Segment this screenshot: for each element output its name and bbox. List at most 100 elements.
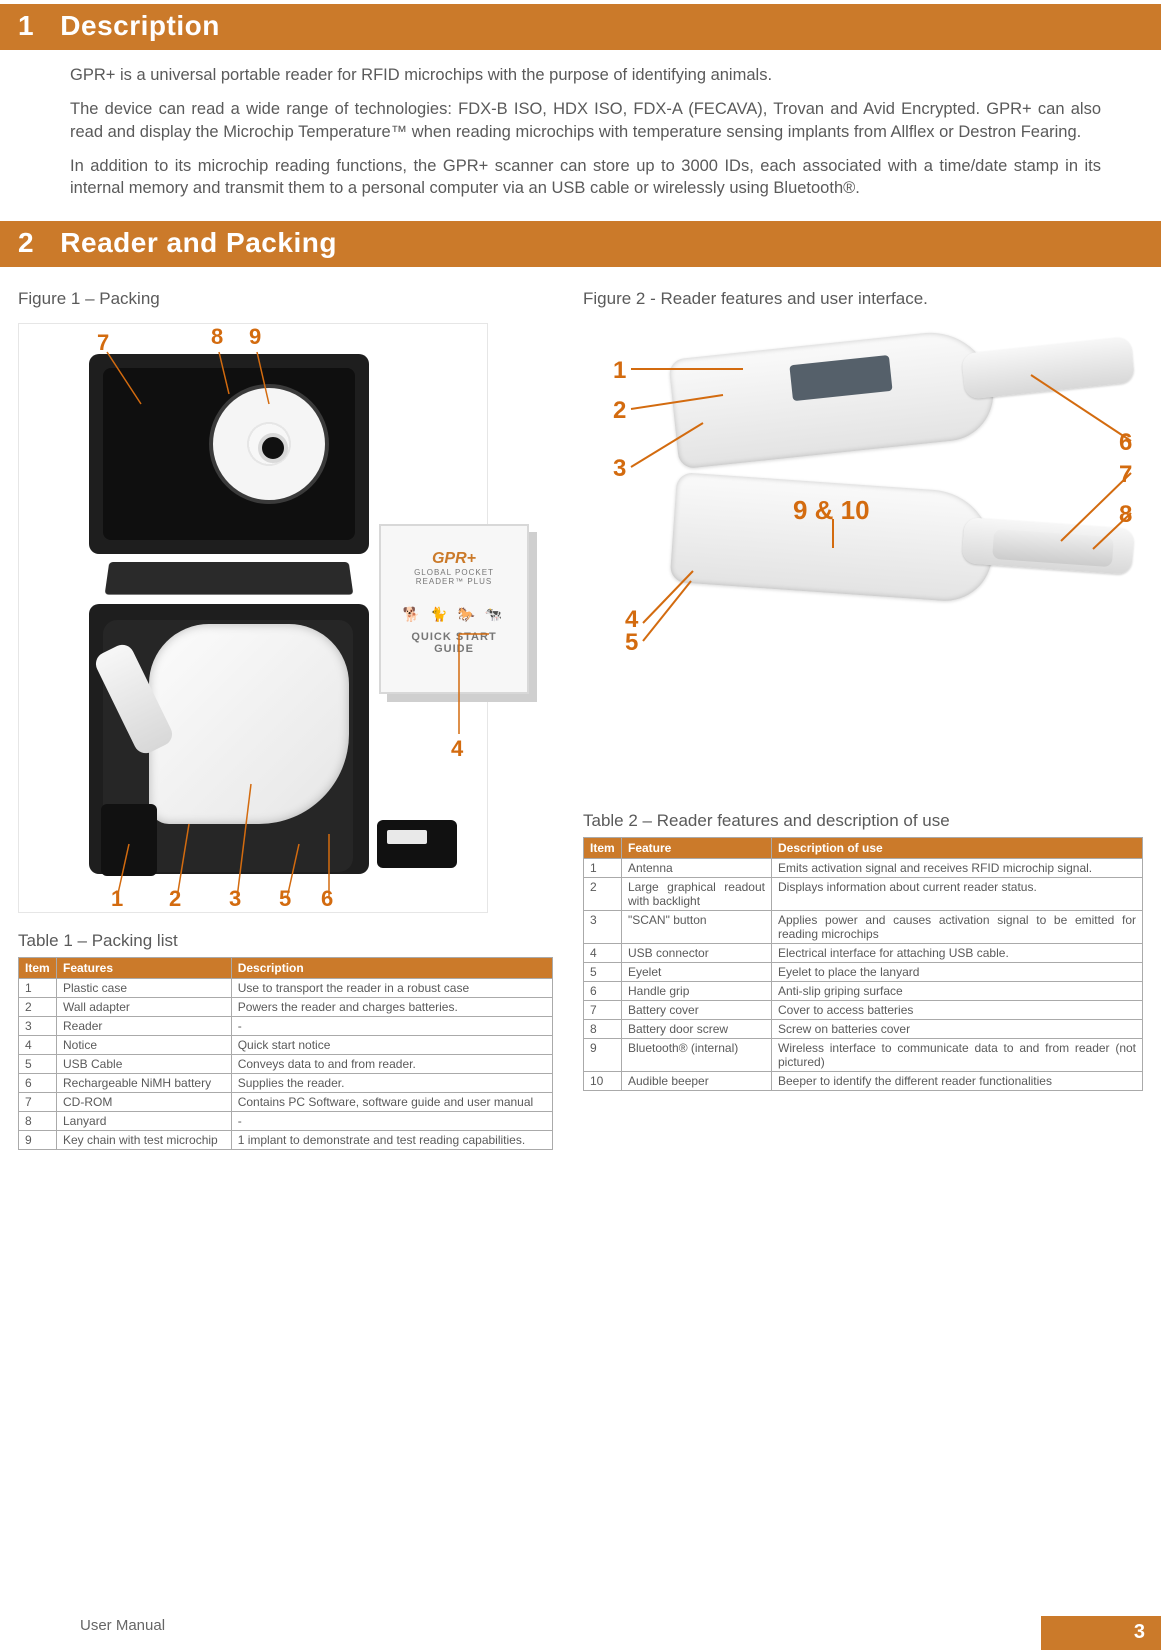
table-cell: Emits activation signal and receives RFI… [772, 859, 1143, 878]
table-row: 7Battery coverCover to access batteries [584, 1001, 1143, 1020]
table-cell: Battery door screw [622, 1020, 772, 1039]
table-2: Item Feature Description of use 1Antenna… [583, 837, 1143, 1091]
fig1-callout-1: 1 [111, 886, 123, 912]
table-cell: Battery cover [622, 1001, 772, 1020]
table-cell: Displays information about current reade… [772, 878, 1143, 911]
reader-bottom-view-icon [670, 472, 997, 604]
table-cell: 9 [19, 1131, 57, 1150]
fig1-callout-8: 8 [211, 324, 223, 350]
section-2-title: Reader and Packing [60, 227, 337, 258]
table-cell: 7 [19, 1093, 57, 1112]
table-cell: Rechargeable NiMH battery [57, 1074, 232, 1093]
table-row: 2Wall adapterPowers the reader and charg… [19, 998, 553, 1017]
table-cell: Screw on batteries cover [772, 1020, 1143, 1039]
fig1-callout-6: 6 [321, 886, 333, 912]
table-cell: 9 [584, 1039, 622, 1072]
table-cell: Powers the reader and charges batteries. [231, 998, 552, 1017]
packing-case-hinge [105, 562, 354, 595]
fig1-callout-7: 7 [97, 330, 109, 356]
table-cell: Applies power and causes activation sign… [772, 911, 1143, 944]
right-column: Figure 2 - Reader features and user inte… [583, 281, 1143, 1150]
table-cell: Audible beeper [622, 1072, 772, 1091]
table-cell: Eyelet [622, 963, 772, 982]
section-1-number: 1 [18, 10, 52, 42]
fig1-callout-4: 4 [451, 736, 463, 762]
table-cell: 1 implant to demonstrate and test readin… [231, 1131, 552, 1150]
table-cell: 4 [19, 1036, 57, 1055]
table-row: 3Reader- [19, 1017, 553, 1036]
table-cell: Antenna [622, 859, 772, 878]
table-cell: 6 [19, 1074, 57, 1093]
t1-h2: Description [231, 958, 552, 979]
table-cell: Use to transport the reader in a robust … [231, 979, 552, 998]
table-cell: Large graphical readout with backlight [622, 878, 772, 911]
table-cell: 1 [584, 859, 622, 878]
table-cell: 3 [584, 911, 622, 944]
table-1-caption: Table 1 – Packing list [18, 931, 553, 951]
table-row: 5EyeletEyelet to place the lanyard [584, 963, 1143, 982]
table-cell: 10 [584, 1072, 622, 1091]
table-cell: 4 [584, 944, 622, 963]
table-cell: CD-ROM [57, 1093, 232, 1112]
table-cell: Wireless interface to communicate data t… [772, 1039, 1143, 1072]
table-row: 8Battery door screwScrew on batteries co… [584, 1020, 1143, 1039]
left-column: Figure 1 – Packing GPR+ GLOBAL POCKET RE… [18, 281, 553, 1150]
table-cell: Plastic case [57, 979, 232, 998]
table-row: 8Lanyard- [19, 1112, 553, 1131]
table-cell: 3 [19, 1017, 57, 1036]
table-row: 10Audible beeperBeeper to identify the d… [584, 1072, 1143, 1091]
fig1-callout-3: 3 [229, 886, 241, 912]
battery-icon [377, 820, 457, 868]
section-2-number: 2 [18, 227, 52, 259]
table-cell: 5 [584, 963, 622, 982]
fig2-callout-910: 9 & 10 [793, 495, 870, 526]
table-cell: Quick start notice [231, 1036, 552, 1055]
table-cell: 2 [19, 998, 57, 1017]
quick-start-guide-card: GPR+ GLOBAL POCKET READER™ PLUS 🐕 🐈 🐎 🐄 … [379, 524, 529, 694]
table-cell: 8 [584, 1020, 622, 1039]
table-cell: Notice [57, 1036, 232, 1055]
table-row: 3"SCAN" buttonApplies power and causes a… [584, 911, 1143, 944]
table-cell: 5 [19, 1055, 57, 1074]
figure-2-caption: Figure 2 - Reader features and user inte… [583, 289, 1143, 309]
t1-h0: Item [19, 958, 57, 979]
fig1-callout-9: 9 [249, 324, 261, 350]
table-cell: 2 [584, 878, 622, 911]
reader-device-icon [149, 624, 349, 824]
fig1-callout-5: 5 [279, 886, 291, 912]
table-row: 4NoticeQuick start notice [19, 1036, 553, 1055]
figure-1: GPR+ GLOBAL POCKET READER™ PLUS 🐕 🐈 🐎 🐄 … [18, 323, 488, 913]
table-row: 7CD-ROMContains PC Software, software gu… [19, 1093, 553, 1112]
table-row: 2Large graphical readout with backlightD… [584, 878, 1143, 911]
description-p3: In addition to its microchip reading fun… [70, 155, 1101, 200]
qsg-subtitle: GLOBAL POCKET READER™ PLUS [391, 568, 517, 586]
table-row: 4USB connectorElectrical interface for a… [584, 944, 1143, 963]
section-1-title: Description [60, 10, 220, 41]
table-row: 6Handle gripAnti-slip griping surface [584, 982, 1143, 1001]
fig2-callout-1: 1 [613, 357, 626, 385]
table-cell: USB Cable [57, 1055, 232, 1074]
cdrom-icon [209, 384, 329, 504]
fig2-callout-45: 4 5 [625, 609, 638, 655]
table-cell: 7 [584, 1001, 622, 1020]
fig2-callout-7: 7 [1119, 461, 1132, 489]
table-cell: Bluetooth® (internal) [622, 1039, 772, 1072]
table-cell: 8 [19, 1112, 57, 1131]
fig2-callout-6: 6 [1119, 429, 1132, 457]
table-cell: USB connector [622, 944, 772, 963]
table-row: 5USB CableConveys data to and from reade… [19, 1055, 553, 1074]
table-2-caption: Table 2 – Reader features and descriptio… [583, 811, 1143, 831]
wall-adapter-icon [101, 804, 157, 876]
table-cell: Anti-slip griping surface [772, 982, 1143, 1001]
table-cell: Reader [57, 1017, 232, 1036]
fig2-callout-8: 8 [1119, 501, 1132, 529]
table-cell: Key chain with test microchip [57, 1131, 232, 1150]
table-row: 1AntennaEmits activation signal and rece… [584, 859, 1143, 878]
table-cell: - [231, 1017, 552, 1036]
table-cell: Lanyard [57, 1112, 232, 1131]
table-cell: Electrical interface for attaching USB c… [772, 944, 1143, 963]
description-p2: The device can read a wide range of tech… [70, 98, 1101, 143]
t2-h1: Feature [622, 838, 772, 859]
table-cell: Handle grip [622, 982, 772, 1001]
table-row: 1Plastic caseUse to transport the reader… [19, 979, 553, 998]
